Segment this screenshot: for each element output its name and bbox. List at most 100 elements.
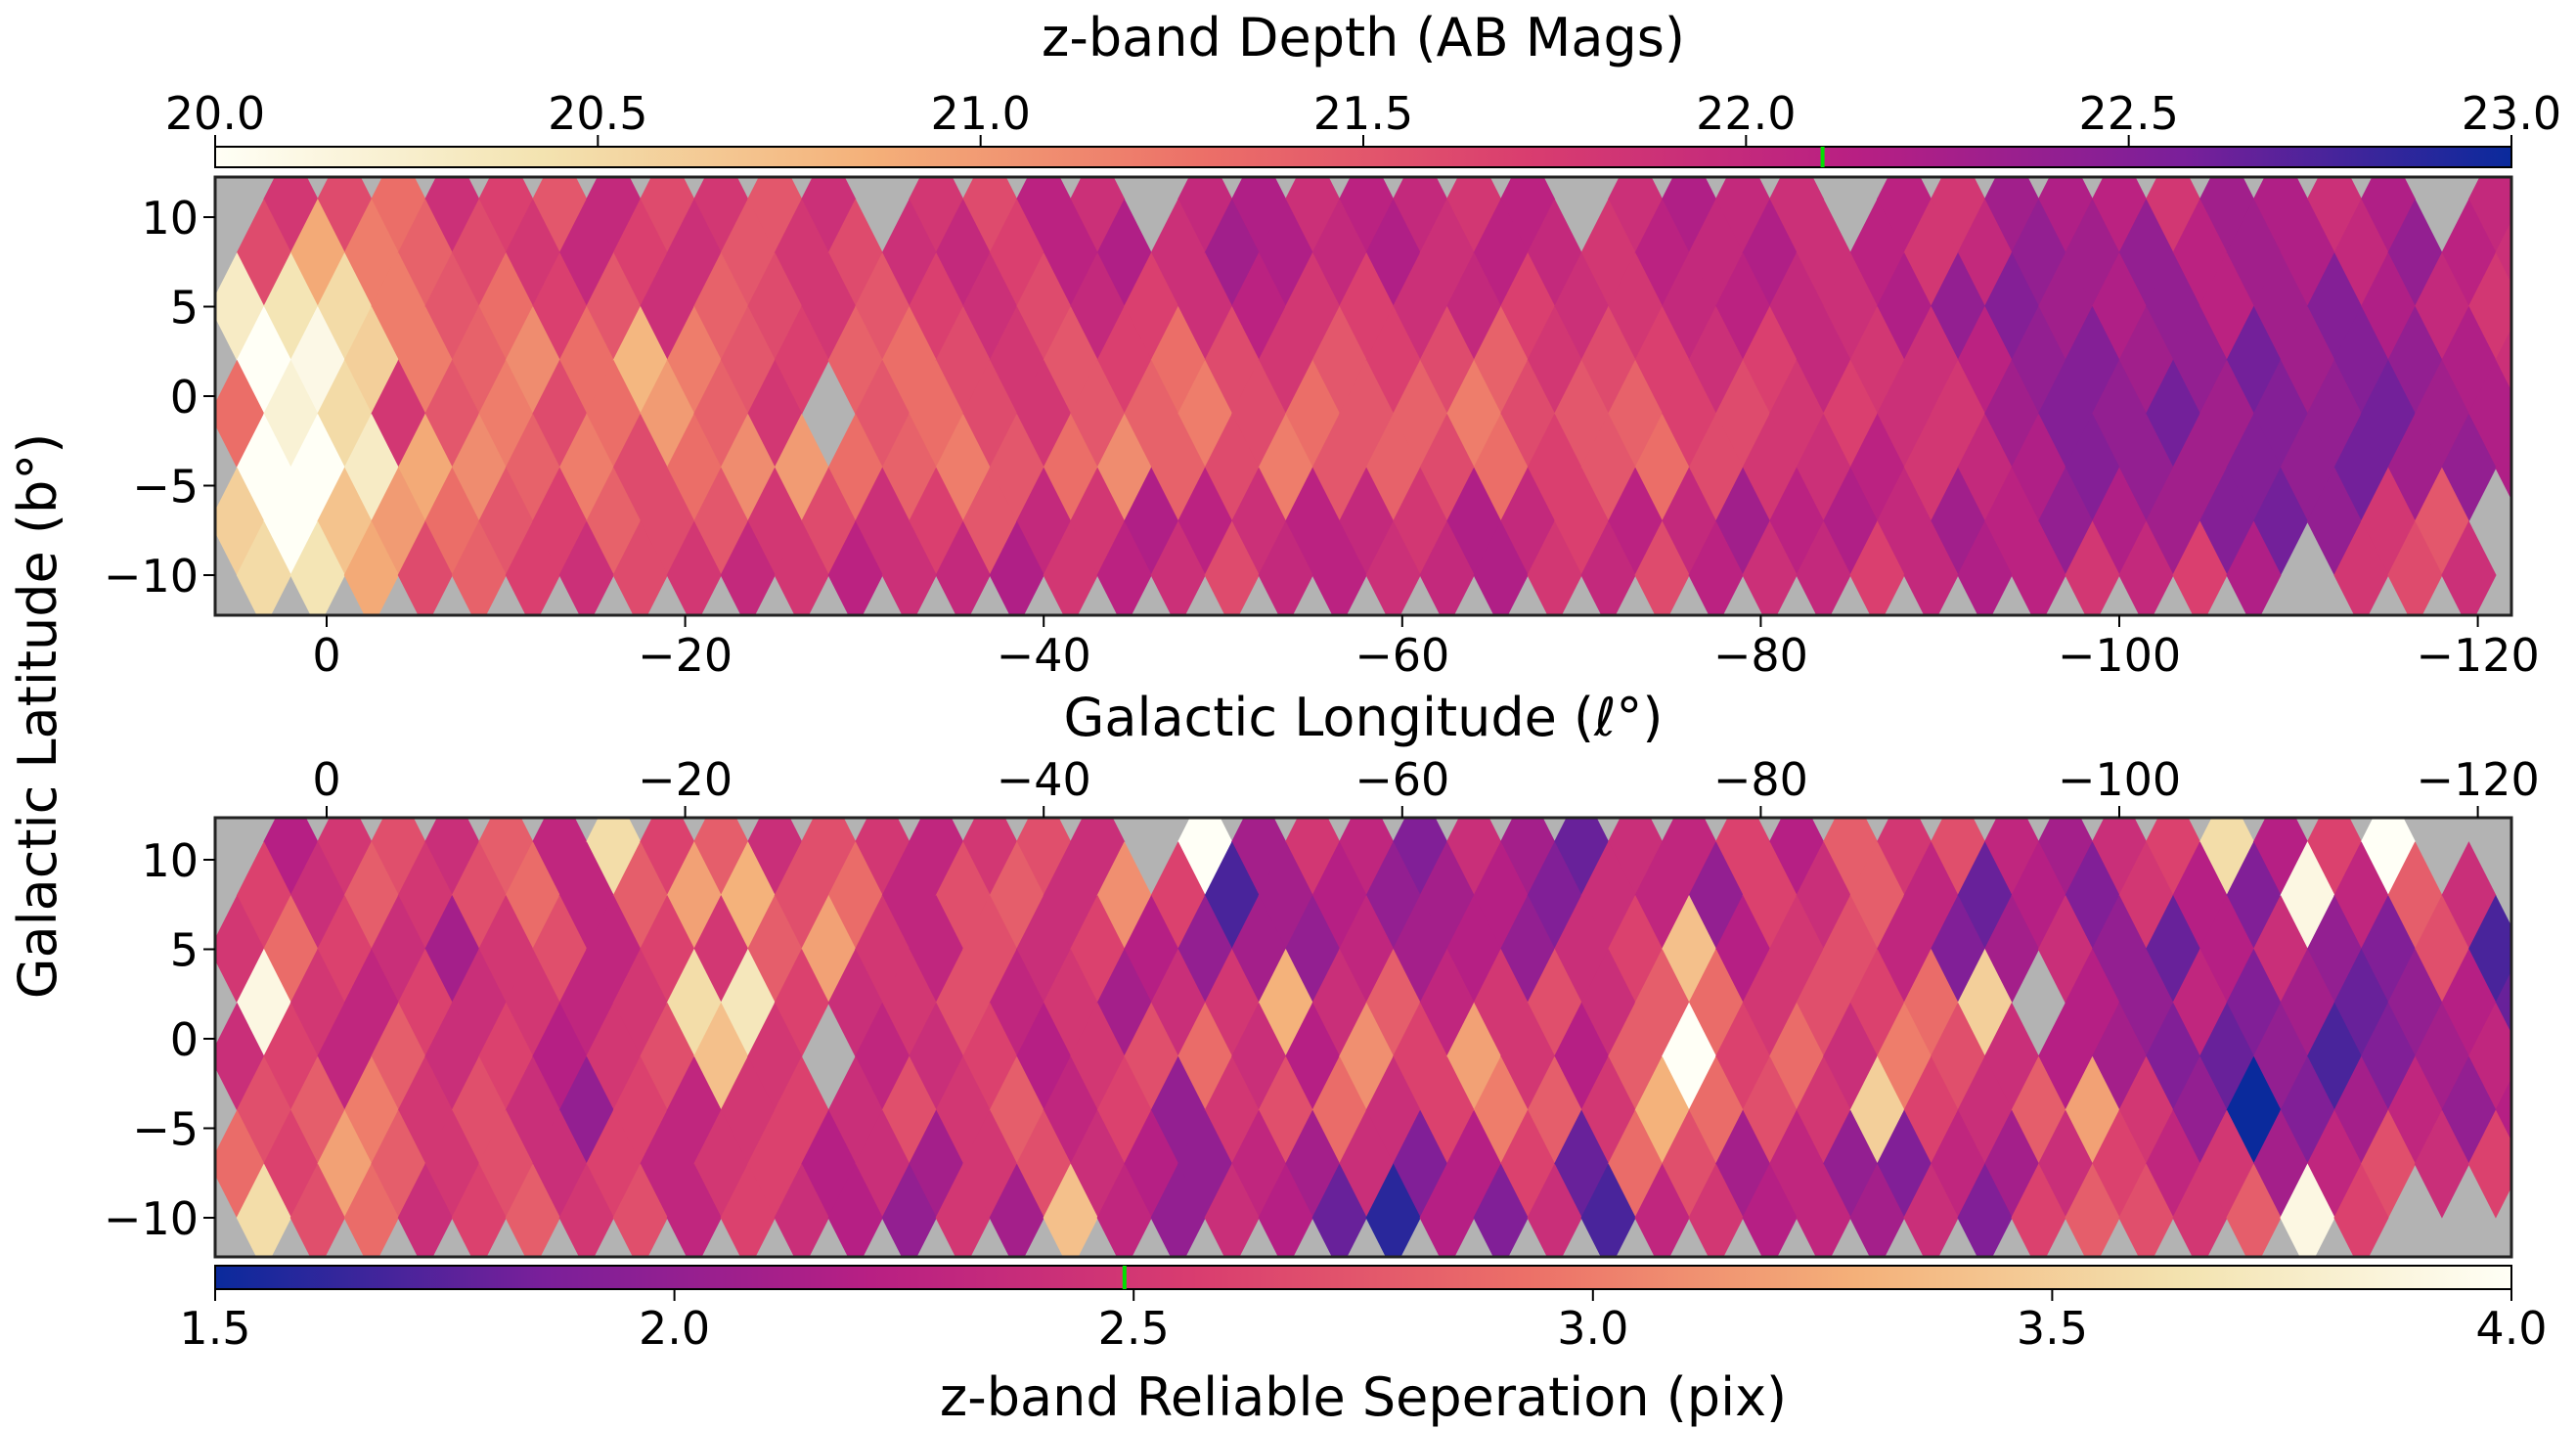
map-cell (2495, 435, 2511, 501)
map-cell (989, 520, 1044, 615)
map-cell (1285, 818, 1341, 897)
x-tick-label: 0 (312, 753, 340, 806)
map-cell (2145, 252, 2201, 361)
map-cell (1177, 177, 1233, 254)
map-cell (935, 1163, 991, 1257)
map-cell (1634, 1163, 1690, 1257)
map-cell (2467, 252, 2511, 361)
map-cell (263, 252, 319, 361)
map-cell (586, 177, 642, 254)
y-tick-label: −5 (132, 461, 199, 514)
map-cell (2252, 1109, 2309, 1219)
map-cell (1876, 818, 1932, 897)
map-cell (2172, 1163, 2228, 1257)
x-tick-label: −40 (997, 753, 1091, 806)
map-cell (397, 520, 453, 615)
map-cell (747, 177, 803, 254)
map-cell (1096, 1163, 1152, 1257)
map-cell (2037, 1109, 2094, 1219)
map-cell (2145, 359, 2201, 469)
map-cell (1688, 1163, 1744, 1257)
map-cell (1607, 177, 1664, 254)
map-cell (962, 895, 1018, 1004)
x-tick-label: −100 (2058, 629, 2181, 682)
map-cell (1768, 818, 1825, 897)
map-cell (317, 1109, 373, 1219)
x-tick-label: −20 (638, 629, 733, 682)
map-cell (2037, 359, 2094, 469)
map-cell (1957, 1163, 2013, 1257)
map-cell (215, 1109, 265, 1219)
colorbar-tick-label: 3.5 (2017, 1302, 2088, 1355)
map-cell (2037, 177, 2094, 254)
map-cell (1043, 1163, 1098, 1257)
y-tick-label: 5 (170, 924, 199, 977)
map-cell (2467, 359, 2511, 469)
map-cell (215, 1002, 265, 1111)
map-cell (693, 818, 749, 897)
x-tick-label: −100 (2058, 753, 2181, 806)
map-cell (2091, 818, 2148, 897)
top-map-axes: 0 −20 −40 −60 −80 −100 −120 10 5 0 −5 −10 (104, 192, 2540, 682)
top-map: 0 −20 −40 −60 −80 −100 −120 10 5 0 −5 −10 (104, 175, 2540, 682)
map-cell (263, 818, 319, 897)
map-cell (720, 520, 776, 615)
map-cell (1903, 1163, 1959, 1257)
map-cell (236, 1163, 291, 1257)
colorbar-tick-label: 22.5 (2078, 87, 2178, 140)
x-axis-label: Galactic Longitude (ℓ°) (1064, 687, 1664, 748)
map-cell (2280, 841, 2335, 951)
map-cell (1177, 818, 1233, 897)
bottom-colorbar (214, 1265, 2512, 1290)
map-cell (2333, 1163, 2389, 1257)
map-cell (2198, 818, 2255, 897)
map-cell (586, 818, 642, 897)
map-cell (215, 467, 265, 576)
map-cell (1231, 818, 1287, 897)
map-cell (1661, 177, 1717, 254)
map-cell (1339, 818, 1395, 897)
map-cell (263, 467, 319, 576)
map-cell (1311, 520, 1367, 615)
map-cell (1688, 520, 1744, 615)
map-cell (1473, 1163, 1529, 1257)
map-cell (1150, 1163, 1206, 1257)
map-cell (532, 177, 588, 254)
map-cell (478, 818, 534, 897)
y-tick-label: 0 (170, 1013, 199, 1066)
x-tick-label: −80 (1713, 753, 1808, 806)
map-cell (2226, 1163, 2282, 1257)
map-cell (1339, 177, 1395, 254)
map-cell (2198, 177, 2255, 254)
map-cell (1311, 1163, 1367, 1257)
x-tick-label: −60 (1355, 753, 1449, 806)
map-cell (505, 1163, 560, 1257)
map-cell (747, 818, 803, 897)
map-cell (2037, 252, 2094, 361)
map-cell (935, 520, 991, 615)
map-cell (909, 818, 964, 897)
map-cell (827, 948, 883, 1057)
map-cell (2387, 199, 2443, 308)
map-cell (289, 520, 345, 615)
map-cell (263, 895, 319, 1004)
map-cell (2037, 467, 2094, 576)
map-cell (1580, 1163, 1636, 1257)
map-cell (2280, 948, 2335, 1057)
map-cell (801, 177, 857, 254)
map-cell (1204, 1163, 1260, 1257)
top-colorbar (214, 146, 2512, 168)
map-cell (1070, 818, 1126, 897)
map-cell (1393, 818, 1448, 897)
map-cell (2011, 520, 2066, 615)
map-cell (1930, 177, 1986, 254)
map-cell (2387, 520, 2443, 615)
y-tick-label: −10 (104, 1192, 199, 1245)
map-cell (397, 1163, 453, 1257)
map-cell (2037, 818, 2094, 897)
map-cell (1930, 818, 1986, 897)
map-cell (827, 1163, 883, 1257)
map-cell (2387, 413, 2443, 522)
map-cell (2145, 818, 2201, 897)
map-cell (2252, 895, 2309, 1004)
